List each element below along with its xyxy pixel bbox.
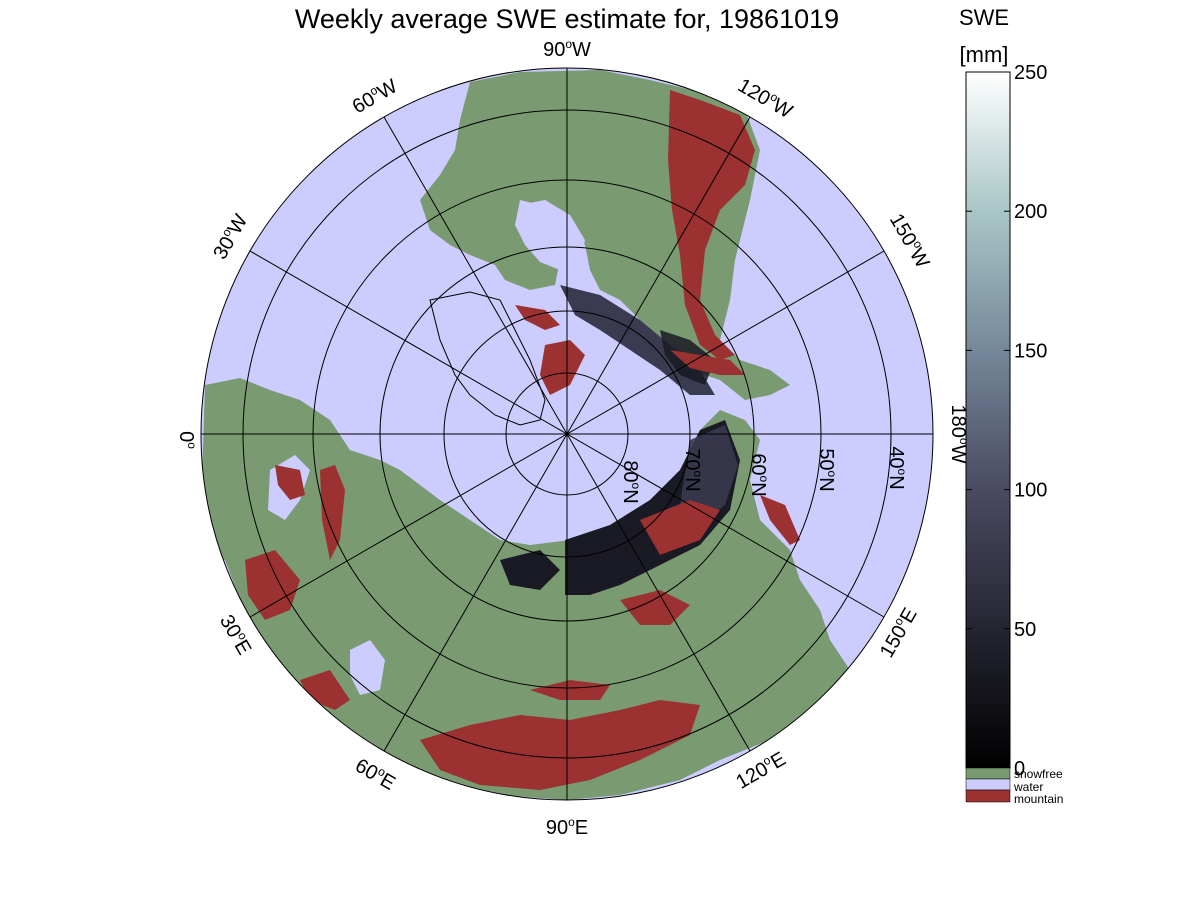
legend-label-snowfree: snowfree bbox=[1014, 767, 1063, 781]
legend-swatch-snowfree bbox=[965, 767, 1011, 780]
mountain-greenland-ne bbox=[540, 340, 585, 395]
meridian-label-180w: 180oW bbox=[947, 405, 971, 464]
colorbar-ticks: 0 50 100 150 200 250 bbox=[966, 62, 1047, 780]
mountain-urals bbox=[320, 465, 345, 560]
parallel-label-50n: 50oN bbox=[815, 448, 839, 491]
meridian-label-0: 0o bbox=[175, 431, 199, 449]
legend-swatch-water bbox=[965, 778, 1011, 791]
meridian-label-90w: 90oW bbox=[543, 37, 591, 61]
colorbar-tick-label: 150 bbox=[1014, 340, 1047, 362]
greenland-outline bbox=[429, 291, 546, 426]
parallel-label-40n: 40oN bbox=[885, 446, 909, 489]
colorbar-label-swe: SWE bbox=[959, 5, 1009, 30]
colorbar-tick-label: 50 bbox=[1014, 619, 1036, 641]
mountain-himalaya bbox=[420, 700, 700, 790]
meridian-label-30w: 30oW bbox=[208, 210, 253, 264]
parallel-label-70n: 70oN bbox=[681, 448, 705, 491]
parallel-label-60n: 60oN bbox=[747, 453, 771, 496]
snow-siberia-mid bbox=[680, 425, 738, 525]
legend-label-mountain: mountain bbox=[1014, 792, 1063, 806]
mountain-alaska bbox=[670, 350, 745, 375]
legend-label-water: water bbox=[1013, 780, 1043, 794]
legend-swatch-mountain bbox=[965, 789, 1011, 803]
mountain-baffin bbox=[515, 305, 560, 330]
colorbar-gradient bbox=[965, 71, 1011, 769]
colorbar-tick-label: 0 bbox=[1014, 758, 1025, 780]
figure-title: Weekly average SWE estimate for, 1986101… bbox=[295, 4, 839, 34]
parallel-label-80n: 80oN bbox=[619, 460, 643, 503]
mountain-tianshan bbox=[530, 680, 610, 700]
water-caspian bbox=[350, 640, 385, 695]
snow-north-siberia-patch bbox=[500, 550, 560, 590]
graticule bbox=[200, 67, 934, 801]
mountain-europe bbox=[245, 550, 300, 620]
meridian-label-90e: 90oE bbox=[546, 815, 588, 839]
parallel-labels: 80oN 70oN 60oN 50oN 40oN bbox=[619, 446, 909, 503]
meridian-label-60e: 60oE bbox=[351, 753, 400, 795]
colorbar-tick-label: 100 bbox=[1014, 480, 1047, 502]
colorbar-tick-label: 250 bbox=[1014, 62, 1047, 84]
colorbar-label-unit: [mm] bbox=[960, 42, 1009, 67]
polar-map bbox=[201, 68, 933, 800]
mountain-kamchatka bbox=[760, 495, 800, 545]
meridian-label-150w: 150oW bbox=[885, 209, 935, 272]
mountain-scandinavia bbox=[275, 465, 305, 500]
meridian-150w-30e bbox=[249, 250, 885, 618]
colorbar-tick-label: 200 bbox=[1014, 201, 1047, 223]
